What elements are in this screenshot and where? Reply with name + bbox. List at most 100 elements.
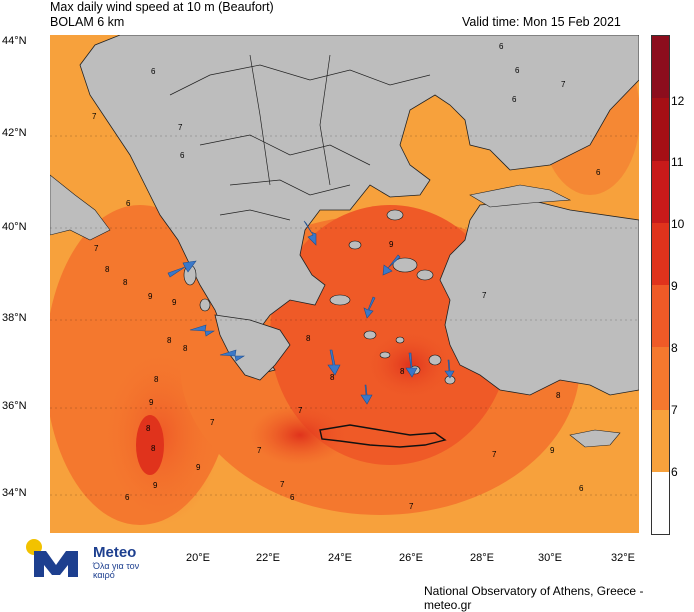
contour-value-label: 8	[306, 334, 311, 343]
contour-value-label: 8	[167, 336, 172, 345]
balkans-landmass	[79, 35, 639, 376]
lat-label: 40°N	[2, 221, 27, 233]
contour-value-label: 6	[596, 168, 601, 177]
contour-value-label: 9	[389, 240, 394, 249]
lat-label: 36°N	[2, 400, 27, 412]
contour-value-label: 6	[290, 493, 295, 502]
contour-value-label: 9	[550, 446, 555, 455]
valid-time: Valid time: Mon 15 Feb 2021	[462, 15, 621, 29]
contour-value-label: 8	[151, 444, 156, 453]
contour-value-label: 7	[178, 123, 183, 132]
contour-value-label: 7	[492, 450, 497, 459]
meteo-logo-icon	[26, 539, 78, 577]
contour-value-label: 9	[153, 481, 158, 490]
arrow-cyclades-1	[327, 349, 341, 376]
colorbar-label: 9	[671, 279, 678, 293]
wind-area-dodecanese	[365, 330, 455, 400]
contour-value-label: 6	[499, 42, 504, 51]
contour-value-label: 9	[149, 398, 154, 407]
colorbar-label: 6	[671, 465, 678, 479]
arrow-ionian-1	[189, 324, 216, 337]
colorbar-segment	[652, 409, 669, 472]
contour-value-label: 7	[409, 502, 414, 511]
arrow-ionian-west	[167, 260, 197, 278]
contour-value-label: 6	[125, 493, 130, 502]
contour-value-label: 7	[482, 291, 487, 300]
lat-label: 38°N	[2, 312, 27, 324]
colorbar-label: 12	[671, 94, 685, 108]
crete-outline	[319, 424, 447, 448]
colorbar-label: 7	[671, 403, 678, 417]
lon-label: 30°E	[538, 552, 562, 564]
lon-label: 26°E	[399, 552, 423, 564]
arrow-ionian-2	[219, 349, 246, 362]
arrow-ne-aegean	[382, 254, 401, 276]
contour-value-label: 6	[512, 95, 517, 104]
colorbar-segment	[652, 222, 669, 285]
lat-label: 34°N	[2, 487, 27, 499]
lat-label: 42°N	[2, 127, 27, 139]
cyprus-landmass	[569, 429, 621, 448]
contour-value-label: 7	[561, 80, 566, 89]
peloponnese-landmass	[214, 314, 291, 381]
colorbar-segment	[652, 98, 669, 161]
colorbar-label: 8	[671, 341, 678, 355]
contour-value-label: 6	[180, 151, 185, 160]
credit-text: National Observatory of Athens, Greece -…	[424, 584, 644, 612]
colorbar-label: 10	[671, 217, 685, 231]
contour-value-label: 9	[172, 298, 177, 307]
contour-value-label: 8	[146, 424, 151, 433]
contour-value-label: 6	[515, 66, 520, 75]
logo-tagline: Όλα για τον καιρό	[93, 561, 140, 580]
lon-label: 28°E	[470, 552, 494, 564]
contour-value-label: 7	[94, 244, 99, 253]
italy-landmass	[50, 174, 111, 241]
colorbar-segment	[652, 347, 669, 410]
contour-value-label: 6	[151, 67, 156, 76]
logo-name: Meteo	[93, 544, 137, 561]
lat-label: 44°N	[2, 35, 27, 47]
lon-label: 24°E	[328, 552, 352, 564]
arrow-s-aegean	[444, 359, 455, 379]
contour-value-label: 9	[148, 292, 153, 301]
colorbar-label: 11	[671, 155, 684, 169]
anatolia-landmass	[439, 199, 639, 396]
contour-value-label: 9	[196, 463, 201, 472]
contour-value-label: 8	[123, 278, 128, 287]
contour-value-label: 8	[183, 344, 188, 353]
graticule	[50, 135, 639, 496]
map-title: Max daily wind speed at 10 m (Beaufort)	[50, 0, 274, 14]
contour-value-label: 7	[257, 446, 262, 455]
arrow-n-aegean	[303, 220, 317, 246]
lon-label: 32°E	[611, 552, 635, 564]
contour-value-label: 8	[400, 367, 405, 376]
lon-label: 22°E	[256, 552, 280, 564]
contour-value-label: 8	[105, 265, 110, 274]
contour-value-label: 7	[92, 112, 97, 121]
wind-area-ionian-max	[136, 415, 164, 475]
country-borders	[169, 54, 431, 221]
contour-value-label: 7	[210, 418, 215, 427]
model-label: BOLAM 6 km	[50, 15, 125, 29]
colorbar-segment	[652, 36, 669, 99]
thrace-landmass	[469, 184, 572, 208]
contour-value-label: 8	[330, 373, 335, 382]
contour-value-label: 6	[126, 199, 131, 208]
arrow-c-aegean	[363, 296, 376, 319]
contour-value-label: 6	[579, 484, 584, 493]
colorbar-segment	[652, 471, 669, 534]
arrow-cyclades-2	[360, 384, 373, 405]
contour-value-label: 7	[280, 480, 285, 489]
meteo-logo	[22, 537, 90, 584]
contour-value-label: 8	[154, 375, 159, 384]
arrow-dodecanese	[405, 352, 418, 378]
colorbar-segment	[652, 160, 669, 223]
contour-value-label: 8	[556, 391, 561, 400]
colorbar	[651, 35, 670, 535]
contour-value-label: 7	[298, 406, 303, 415]
colorbar-segment	[652, 285, 669, 348]
lon-label: 20°E	[186, 552, 210, 564]
